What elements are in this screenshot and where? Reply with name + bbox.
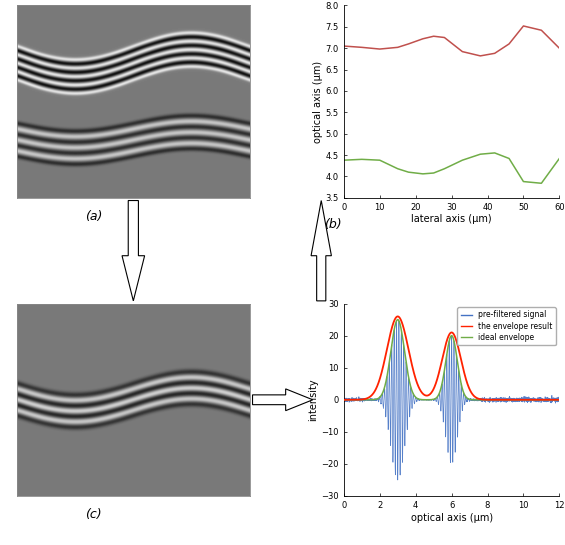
Text: (c): (c) — [85, 508, 102, 521]
Legend: pre-filtered signal, the envelope result, ideal envelope: pre-filtered signal, the envelope result… — [458, 307, 555, 345]
Y-axis label: optical axis (μm): optical axis (μm) — [313, 60, 323, 143]
X-axis label: optical axis (μm): optical axis (μm) — [411, 513, 493, 523]
X-axis label: lateral axis (μm): lateral axis (μm) — [411, 214, 492, 225]
Y-axis label: intensity: intensity — [308, 378, 319, 421]
Text: (b): (b) — [324, 218, 341, 231]
Text: (a): (a) — [85, 210, 102, 222]
